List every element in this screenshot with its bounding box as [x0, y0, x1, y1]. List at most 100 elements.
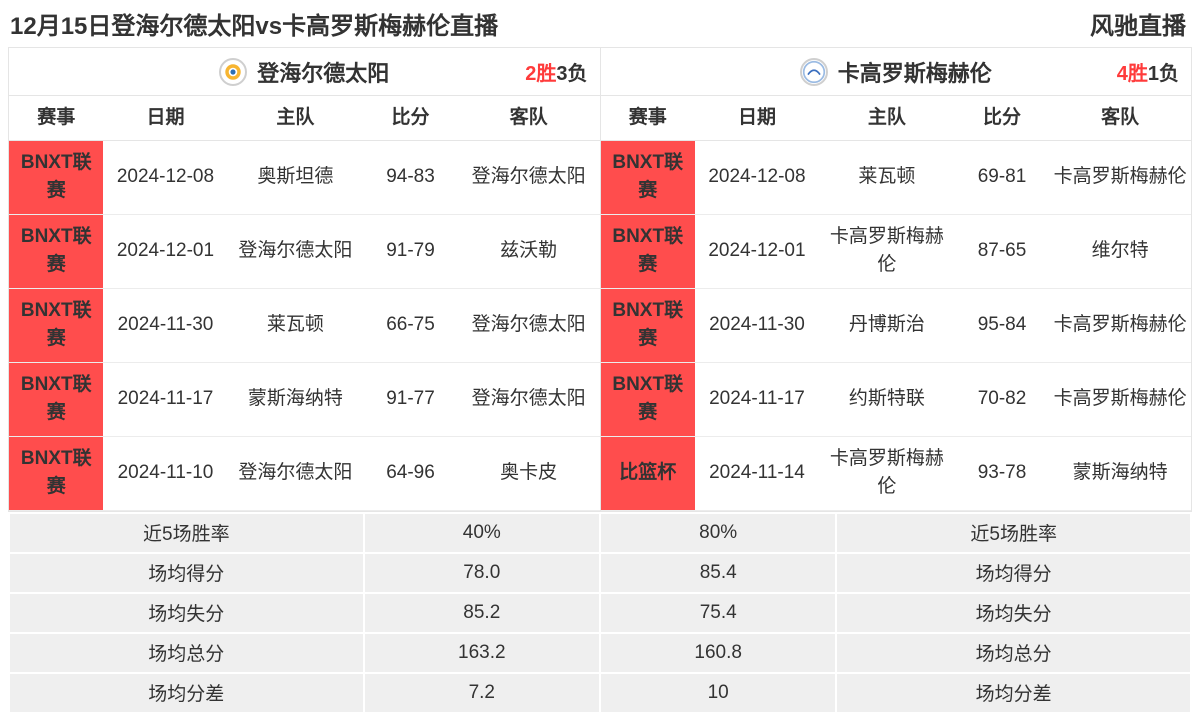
home-cell: 莱瓦顿	[819, 140, 955, 214]
right-team-name: 卡高罗斯梅赫伦	[838, 56, 992, 88]
home-cell: 莱瓦顿	[227, 288, 363, 362]
table-row: BNXT联赛 2024-11-30 莱瓦顿 66-75 登海尔德太阳	[9, 288, 600, 362]
stats-row-avgdiff: 场均分差 7.2 10 场均分差	[9, 673, 1191, 713]
stat-label-left: 场均得分	[9, 553, 364, 593]
event-cell: BNXT联赛	[9, 140, 103, 214]
col-home: 主队	[227, 96, 363, 140]
event-cell: BNXT联赛	[601, 140, 695, 214]
date-cell: 2024-12-08	[103, 140, 227, 214]
team-panels: 登海尔德太阳 2胜3负 赛事 日期 主队 比分 客队 BNXT联赛	[0, 47, 1200, 512]
away-cell: 卡高罗斯梅赫伦	[1049, 362, 1191, 436]
right-panel: 卡高罗斯梅赫伦 4胜1负 赛事 日期 主队 比分 客队 BNXT联赛	[601, 47, 1193, 512]
right-team-header: 卡高罗斯梅赫伦 4胜1负	[601, 48, 1192, 96]
away-cell: 维尔特	[1049, 214, 1191, 288]
col-event: 赛事	[9, 96, 103, 140]
left-team-header: 登海尔德太阳 2胜3负	[9, 48, 600, 96]
stats-row-avgconcede: 场均失分 85.2 75.4 场均失分	[9, 593, 1191, 633]
event-cell: BNXT联赛	[601, 288, 695, 362]
stat-value-right: 75.4	[600, 593, 836, 633]
col-date: 日期	[695, 96, 819, 140]
table-row: BNXT联赛 2024-11-17 蒙斯海纳特 91-77 登海尔德太阳	[9, 362, 600, 436]
stats-row-avgpoints: 场均得分 78.0 85.4 场均得分	[9, 553, 1191, 593]
score-cell: 93-78	[955, 436, 1049, 510]
left-team-logo-icon	[219, 58, 247, 86]
date-cell: 2024-12-01	[103, 214, 227, 288]
stat-value-left: 7.2	[364, 673, 600, 713]
stat-value-right: 85.4	[600, 553, 836, 593]
stat-label-right: 场均总分	[836, 633, 1191, 673]
home-cell: 登海尔德太阳	[227, 436, 363, 510]
away-cell: 兹沃勒	[458, 214, 600, 288]
left-team-name: 登海尔德太阳	[257, 56, 389, 88]
stat-label-right: 近5场胜率	[836, 513, 1191, 553]
stat-label-left: 场均总分	[9, 633, 364, 673]
score-cell: 64-96	[363, 436, 457, 510]
table-row: BNXT联赛 2024-12-08 奥斯坦德 94-83 登海尔德太阳	[9, 140, 600, 214]
date-cell: 2024-11-14	[695, 436, 819, 510]
stat-value-right: 80%	[600, 513, 836, 553]
away-cell: 登海尔德太阳	[458, 288, 600, 362]
table-row: BNXT联赛 2024-12-08 莱瓦顿 69-81 卡高罗斯梅赫伦	[601, 140, 1192, 214]
score-cell: 95-84	[955, 288, 1049, 362]
stat-label-right: 场均得分	[836, 553, 1191, 593]
table-row: BNXT联赛 2024-11-10 登海尔德太阳 64-96 奥卡皮	[9, 436, 600, 510]
score-cell: 94-83	[363, 140, 457, 214]
table-row: 比篮杯 2024-11-14 卡高罗斯梅赫伦 93-78 蒙斯海纳特	[601, 436, 1192, 510]
date-cell: 2024-11-17	[695, 362, 819, 436]
stats-table: 近5场胜率 40% 80% 近5场胜率 场均得分 78.0 85.4 场均得分 …	[8, 512, 1192, 714]
away-cell: 奥卡皮	[458, 436, 600, 510]
col-away: 客队	[1049, 96, 1191, 140]
score-cell: 69-81	[955, 140, 1049, 214]
col-home: 主队	[819, 96, 955, 140]
event-cell: BNXT联赛	[9, 436, 103, 510]
score-cell: 70-82	[955, 362, 1049, 436]
stat-value-left: 40%	[364, 513, 600, 553]
date-cell: 2024-11-30	[695, 288, 819, 362]
right-table-header-row: 赛事 日期 主队 比分 客队	[601, 96, 1192, 140]
home-cell: 丹博斯治	[819, 288, 955, 362]
col-score: 比分	[363, 96, 457, 140]
date-cell: 2024-11-17	[103, 362, 227, 436]
right-team-logo-icon	[800, 58, 828, 86]
right-team-record: 4胜1负	[1117, 57, 1179, 86]
stats-row-winrate: 近5场胜率 40% 80% 近5场胜率	[9, 513, 1191, 553]
stat-value-right: 10	[600, 673, 836, 713]
page-header: 12月15日登海尔德太阳vs卡高罗斯梅赫伦直播 风驰直播	[0, 0, 1200, 47]
home-cell: 卡高罗斯梅赫伦	[819, 436, 955, 510]
left-match-table: 赛事 日期 主队 比分 客队 BNXT联赛 2024-12-08 奥斯坦德 94…	[9, 96, 600, 511]
stat-label-left: 近5场胜率	[9, 513, 364, 553]
stat-value-left: 85.2	[364, 593, 600, 633]
score-cell: 87-65	[955, 214, 1049, 288]
stat-label-right: 场均分差	[836, 673, 1191, 713]
stat-value-right: 160.8	[600, 633, 836, 673]
away-cell: 蒙斯海纳特	[1049, 436, 1191, 510]
right-match-table: 赛事 日期 主队 比分 客队 BNXT联赛 2024-12-08 莱瓦顿 69-…	[601, 96, 1192, 511]
table-row: BNXT联赛 2024-12-01 登海尔德太阳 91-79 兹沃勒	[9, 214, 600, 288]
stats-row-avgtotal: 场均总分 163.2 160.8 场均总分	[9, 633, 1191, 673]
page-title: 12月15日登海尔德太阳vs卡高罗斯梅赫伦直播	[10, 6, 498, 41]
brand-name: 风驰直播	[1090, 6, 1186, 41]
event-cell: BNXT联赛	[9, 362, 103, 436]
score-cell: 91-77	[363, 362, 457, 436]
date-cell: 2024-11-10	[103, 436, 227, 510]
away-cell: 卡高罗斯梅赫伦	[1049, 140, 1191, 214]
score-cell: 91-79	[363, 214, 457, 288]
home-cell: 约斯特联	[819, 362, 955, 436]
right-wins: 4胜	[1117, 63, 1148, 85]
away-cell: 卡高罗斯梅赫伦	[1049, 288, 1191, 362]
left-team-record: 2胜3负	[525, 57, 587, 86]
event-cell: BNXT联赛	[9, 214, 103, 288]
event-cell: 比篮杯	[601, 436, 695, 510]
date-cell: 2024-12-01	[695, 214, 819, 288]
col-date: 日期	[103, 96, 227, 140]
home-cell: 登海尔德太阳	[227, 214, 363, 288]
left-wins: 2胜	[525, 63, 556, 85]
left-panel: 登海尔德太阳 2胜3负 赛事 日期 主队 比分 客队 BNXT联赛	[8, 47, 601, 512]
col-score: 比分	[955, 96, 1049, 140]
left-table-header-row: 赛事 日期 主队 比分 客队	[9, 96, 600, 140]
away-cell: 登海尔德太阳	[458, 140, 600, 214]
table-row: BNXT联赛 2024-11-30 丹博斯治 95-84 卡高罗斯梅赫伦	[601, 288, 1192, 362]
date-cell: 2024-11-30	[103, 288, 227, 362]
stat-label-left: 场均分差	[9, 673, 364, 713]
home-cell: 卡高罗斯梅赫伦	[819, 214, 955, 288]
